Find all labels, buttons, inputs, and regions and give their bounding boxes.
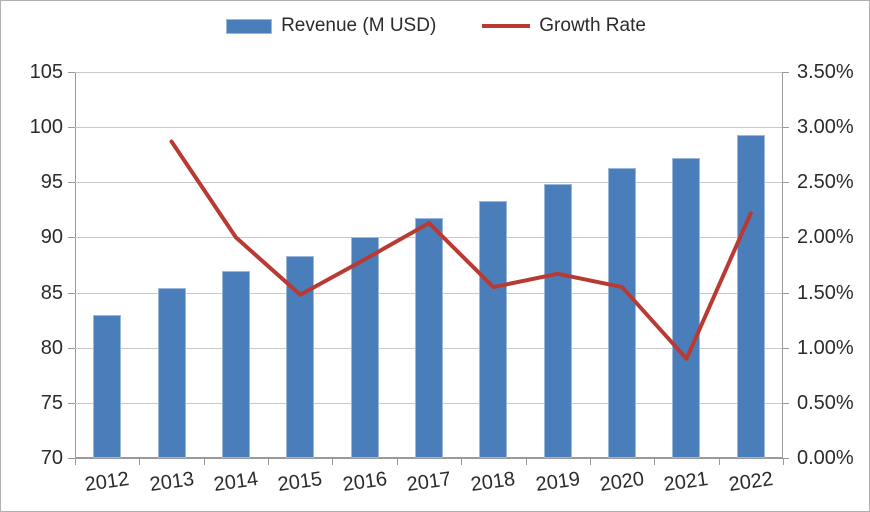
x-axis-tick [718, 458, 720, 465]
bar-2016[interactable] [350, 237, 379, 458]
y-axis-left-tick [68, 182, 75, 184]
gridline [75, 127, 783, 129]
y-axis-left-tick [68, 402, 75, 404]
bar-2012[interactable] [93, 314, 122, 458]
y-axis-left-tick-label: 95 [40, 171, 63, 194]
y-axis-right-tick [782, 292, 789, 294]
y-axis-right-line [782, 72, 783, 458]
y-axis-right-tick [782, 347, 789, 349]
y-axis-right-tick [782, 127, 789, 129]
x-axis-tick [525, 458, 527, 465]
y-axis-right-tick-label: 3.50% [797, 61, 854, 83]
gridline [75, 182, 783, 184]
x-axis-tick [332, 458, 334, 465]
bar-2019[interactable] [543, 184, 572, 458]
y-axis-left-line [75, 72, 76, 458]
legend-item-revenue[interactable]: Revenue (M USD) [226, 15, 436, 37]
chart-legend: Revenue (M USD) Growth Rate [1, 15, 869, 37]
y-axis-left-tick [68, 458, 75, 459]
y-axis-right-tick-label: 0.00% [797, 447, 854, 469]
x-axis-tick-label-2020: 2020 [598, 468, 646, 496]
y-axis-left-tick-label: 105 [29, 61, 63, 83]
x-axis-tick-label-2016: 2016 [340, 468, 389, 496]
y-axis-right-tick-label: 2.00% [797, 226, 854, 249]
gridline [75, 72, 783, 73]
y-axis-left-tick-label: 80 [40, 336, 63, 359]
x-axis-tick-label-2013: 2013 [147, 468, 196, 496]
x-axis-tick [589, 458, 591, 465]
x-axis-tick-label-2022: 2022 [727, 468, 775, 496]
x-axis-tick [268, 458, 270, 465]
x-axis-tick [203, 458, 205, 465]
legend-label-revenue: Revenue (M USD) [281, 15, 437, 36]
bar-2014[interactable] [221, 270, 250, 458]
bar-2017[interactable] [415, 217, 443, 458]
y-axis-right-tick-label: 1.50% [797, 281, 854, 304]
y-axis-left-tick [68, 292, 75, 294]
y-axis-left-tick [68, 347, 75, 349]
y-axis-left-tick-label: 75 [40, 391, 63, 414]
y-axis-right-tick-label: 3.00% [797, 116, 854, 139]
legend-bar-swatch-icon [226, 18, 273, 34]
bar-2022[interactable] [736, 134, 765, 458]
legend-line-swatch-icon [482, 24, 531, 28]
line-series-growth-rate [169, 139, 753, 361]
y-axis-right-tick-label: 2.50% [797, 171, 854, 194]
growth-rate-line[interactable] [169, 139, 753, 361]
x-axis-tick-label-2014: 2014 [212, 468, 260, 496]
y-axis-left-tick-label: 100 [29, 116, 63, 139]
bar-2013[interactable] [157, 288, 186, 458]
x-axis-tick [461, 458, 463, 465]
bar-2020[interactable] [608, 167, 637, 458]
y-axis-left-tick-label: 70 [40, 447, 63, 469]
x-axis-tick [783, 458, 784, 465]
y-axis-right-tick-label: 1.00% [797, 336, 854, 359]
y-axis-left-tick-label: 90 [40, 226, 63, 249]
x-axis-tick [396, 458, 398, 465]
y-axis-right-tick [782, 402, 789, 404]
y-axis-right-tick [782, 237, 789, 239]
y-axis-right-tick [782, 182, 789, 184]
x-axis-tick-label-2012: 2012 [83, 468, 131, 496]
bar-2021[interactable] [672, 158, 701, 458]
y-axis-left-tick [68, 127, 75, 129]
plot-area: 70 75 80 85 90 95 100 105 0.00% 0.50% 1.00% 1.50% 2… [30, 62, 854, 496]
x-axis-tick-label-2017: 2017 [405, 468, 453, 496]
x-axis-tick-label-2018: 2018 [469, 468, 517, 496]
y-axis-left-tick [68, 237, 75, 239]
y-axis-right-tick [782, 458, 789, 459]
x-axis-tick [139, 458, 141, 465]
x-axis-tick-label-2019: 2019 [534, 468, 582, 496]
y-axis-right-tick-label: 0.50% [797, 391, 854, 414]
x-axis-tick-label-2021: 2021 [662, 468, 710, 496]
y-axis-right-tick [782, 72, 789, 73]
y-axis-left-tick [68, 72, 75, 73]
bar-2018[interactable] [479, 201, 508, 458]
x-axis-tick [75, 458, 76, 465]
legend-item-growth-rate[interactable]: Growth Rate [482, 15, 646, 37]
legend-label-growth-rate: Growth Rate [539, 15, 646, 36]
y-axis-left-tick-label: 85 [40, 281, 63, 304]
x-axis-tick-label-2015: 2015 [276, 468, 324, 496]
x-axis-line [75, 457, 783, 459]
x-axis-tick [654, 458, 656, 465]
